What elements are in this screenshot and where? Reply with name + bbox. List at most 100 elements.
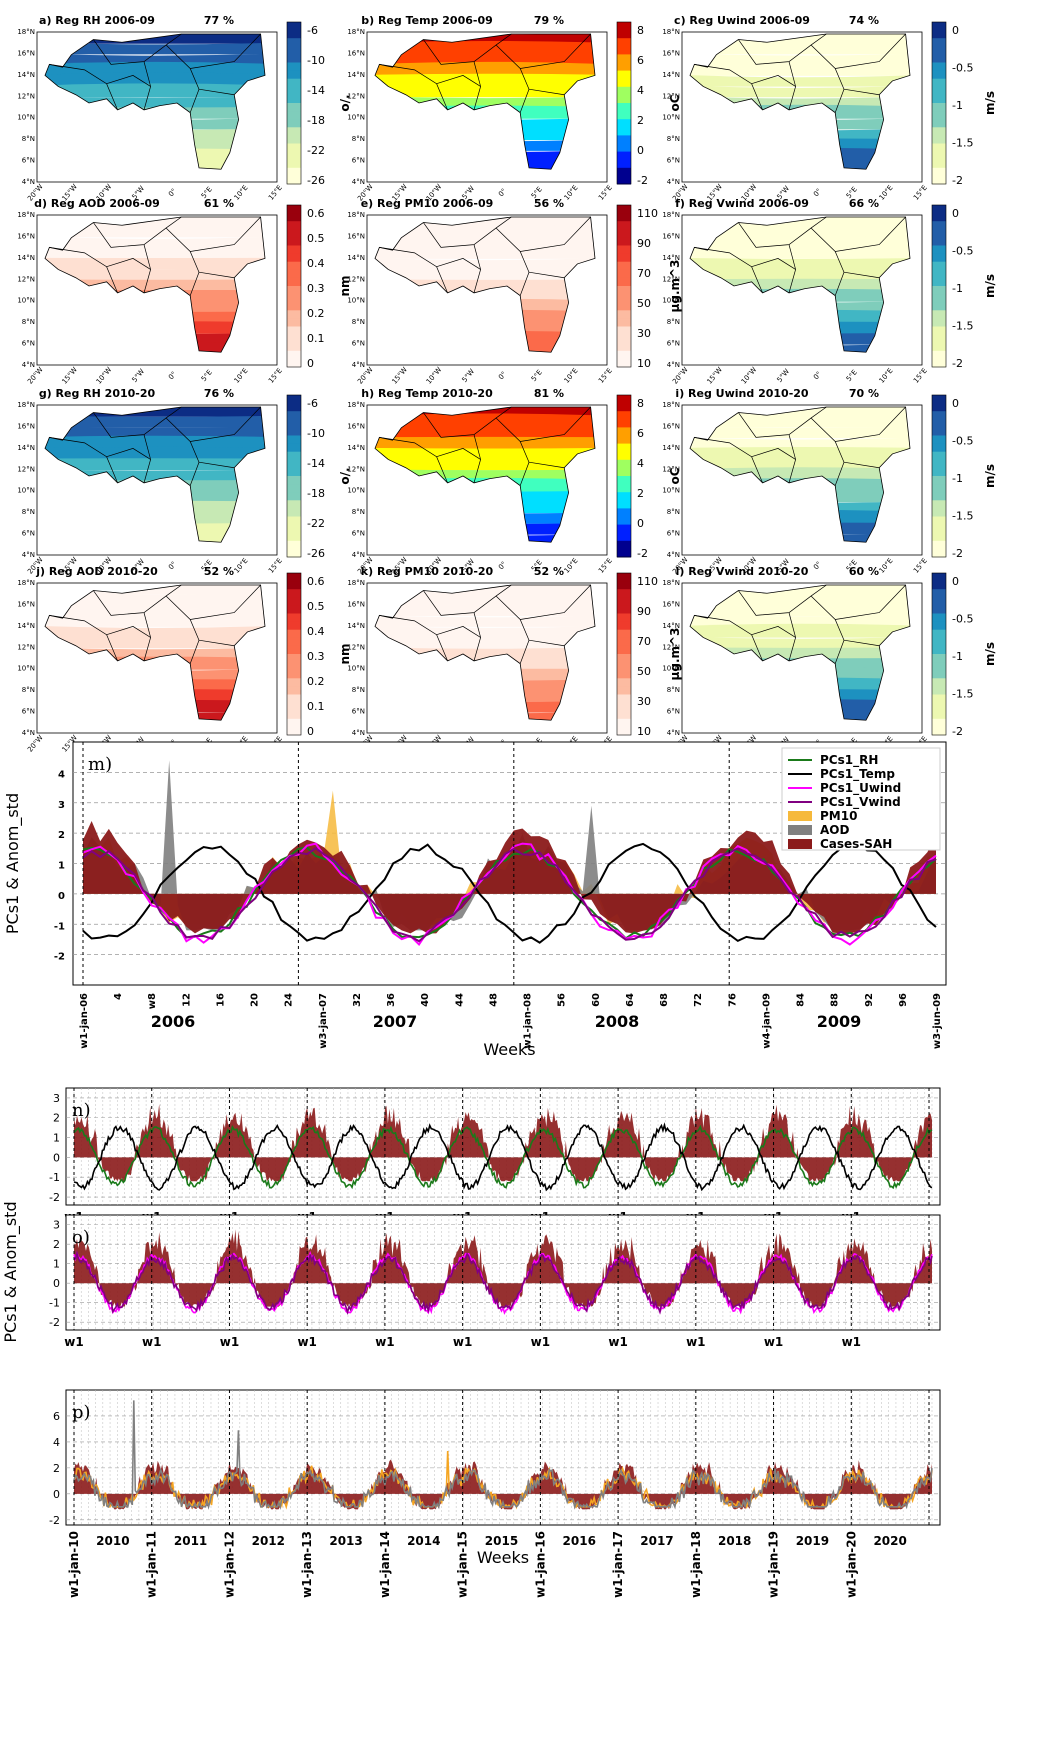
map-band bbox=[375, 247, 595, 259]
year-label: 2018 bbox=[718, 1534, 751, 1548]
w1-tick-label: w1 bbox=[608, 1335, 627, 1349]
colorbar-step bbox=[287, 500, 301, 509]
map-band bbox=[375, 267, 595, 281]
map-band bbox=[375, 593, 595, 606]
colorbar-step bbox=[287, 492, 301, 501]
map-border bbox=[436, 626, 481, 638]
map-colorbar: -6 -10 -14 -18 -22 -26 o/. bbox=[286, 21, 352, 187]
colorbar-step bbox=[617, 508, 631, 517]
map-border bbox=[49, 615, 118, 662]
colorbar-step bbox=[287, 718, 301, 728]
colorbar-step bbox=[617, 318, 631, 327]
colorbar-step bbox=[617, 310, 631, 319]
colorbar-step bbox=[617, 702, 631, 712]
x-tick-label: 56 bbox=[557, 993, 568, 1007]
map-lat-tick: 4°N bbox=[667, 361, 680, 369]
colorbar-step bbox=[932, 419, 946, 428]
colorbar-frame bbox=[286, 394, 302, 558]
map-percent: 60 % bbox=[849, 565, 879, 578]
colorbar-step bbox=[617, 286, 631, 295]
colorbar-step bbox=[287, 597, 301, 606]
map-border bbox=[106, 448, 151, 460]
map-band bbox=[690, 623, 910, 638]
colorbar-tick: -26 bbox=[307, 547, 325, 560]
map-panel-a: a) Reg RH 2006-09 77 % 18°N 16°N 14°N 12°N 10°… bbox=[17, 14, 352, 203]
colorbar-step bbox=[287, 253, 301, 263]
colorbar-step bbox=[287, 726, 301, 736]
colorbar-step bbox=[932, 245, 946, 255]
colorbar-step bbox=[932, 213, 946, 222]
colorbar-step bbox=[932, 459, 946, 469]
colorbar-step bbox=[617, 621, 631, 631]
colorbar-tick: -2 bbox=[952, 725, 963, 738]
x-tick-label: 24 bbox=[284, 993, 295, 1007]
colorbar-step bbox=[932, 451, 946, 461]
colorbar-tick: -1 bbox=[952, 650, 963, 663]
year-label: 2012 bbox=[252, 1534, 285, 1548]
colorbar-step bbox=[932, 573, 946, 582]
map-band bbox=[375, 234, 595, 249]
colorbar-tick: -0.5 bbox=[952, 613, 973, 626]
colorbar-step bbox=[932, 411, 946, 420]
y-tick-label: -1 bbox=[49, 1297, 60, 1310]
series-cases-sah-area bbox=[74, 1229, 932, 1307]
map-border bbox=[379, 64, 448, 111]
map-border bbox=[810, 44, 845, 113]
colorbar-tick: 8 bbox=[637, 397, 644, 410]
colorbar-step bbox=[932, 443, 946, 453]
colorbar-step bbox=[932, 221, 946, 230]
map-border bbox=[520, 216, 591, 252]
colorbar-step bbox=[287, 54, 301, 63]
colorbar-step bbox=[287, 540, 301, 550]
x-tick-label: 64 bbox=[625, 993, 636, 1007]
map-lon-tick: 0° bbox=[812, 560, 823, 571]
y-tick-label: 3 bbox=[53, 1219, 60, 1232]
x-tick-label: w1-jan-15 bbox=[456, 1531, 470, 1598]
map-lat-tick: 12°N bbox=[17, 643, 35, 651]
colorbar-step bbox=[617, 573, 631, 582]
colorbar-step bbox=[287, 508, 301, 517]
map-lon-tick: 0° bbox=[497, 560, 508, 571]
map-lon-tick: 5°E bbox=[200, 368, 214, 383]
map-colorbar: 8 6 4 2 0 -2 oC bbox=[616, 21, 682, 187]
map-panel-k: k) Reg PM10 2010-20 52 %18°N16°N14°N12°N1… bbox=[347, 565, 682, 754]
year-label: 2019 bbox=[796, 1534, 829, 1548]
w1-tick-label: w1 bbox=[64, 1335, 83, 1349]
colorbar-step bbox=[932, 435, 946, 445]
colorbar-step bbox=[287, 119, 301, 128]
colorbar-unit: m/s bbox=[983, 464, 997, 488]
year-label: 2020 bbox=[873, 1534, 906, 1548]
x-tick-label: w1-jan-19 bbox=[767, 1531, 781, 1598]
colorbar-step bbox=[617, 451, 631, 461]
colorbar-step bbox=[617, 342, 631, 352]
colorbar-step bbox=[287, 662, 301, 671]
map-lat-tick: 6°N bbox=[667, 340, 680, 348]
map-title: c) Reg Uwind 2006-09 bbox=[674, 14, 810, 27]
colorbar-tick: -1.5 bbox=[952, 688, 973, 701]
series-pcs1-rh-line bbox=[73, 1124, 933, 1190]
map-panel-d: d) Reg AOD 2006-09 61 % 18°N 16°N 14°N 12°N 10… bbox=[17, 197, 352, 386]
colorbar-step bbox=[617, 548, 631, 558]
map-lat-tick: 14°N bbox=[347, 622, 365, 630]
y-tick-label: 2 bbox=[53, 1112, 60, 1125]
colorbar-tick: 0 bbox=[307, 357, 314, 370]
colorbar-step bbox=[287, 654, 301, 663]
w1-tick-label: w1 bbox=[453, 1335, 472, 1349]
map-border bbox=[751, 448, 796, 460]
colorbar-step bbox=[287, 358, 301, 368]
map-panel-h: h) Reg Temp 2010-20 81 % 18°N 16°N 14°N 12°N 1… bbox=[347, 387, 682, 576]
colorbar-step bbox=[287, 326, 301, 336]
y-tick-label: 0 bbox=[53, 1277, 60, 1290]
colorbar-step bbox=[617, 167, 631, 177]
y-tick-label: 3 bbox=[58, 800, 65, 811]
map-lat-tick: 12°N bbox=[347, 643, 365, 651]
colorbar-step bbox=[932, 726, 946, 736]
colorbar-step bbox=[932, 310, 946, 319]
colorbar-step bbox=[287, 350, 301, 360]
map-lon-tick: 10°E bbox=[563, 184, 580, 202]
colorbar-step bbox=[932, 629, 946, 639]
colorbar-step bbox=[287, 613, 301, 623]
map-lat-tick: 6°N bbox=[22, 340, 35, 348]
